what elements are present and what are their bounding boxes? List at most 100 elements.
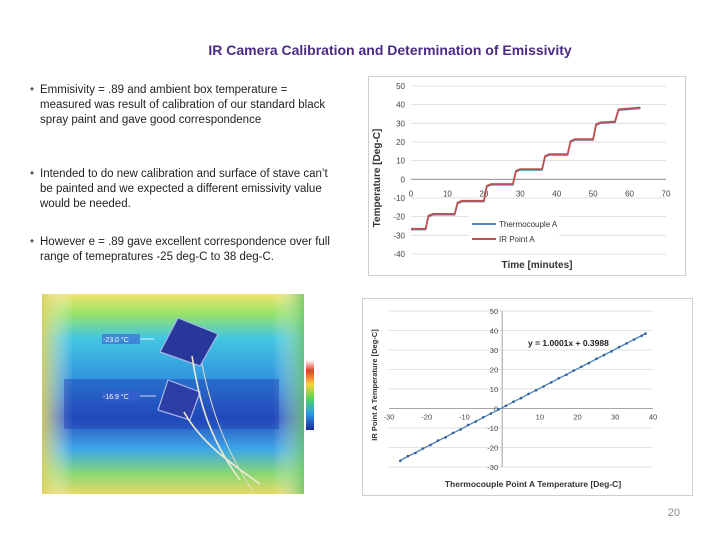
bullet-text: However e = .89 gave excellent correspon… [40,236,330,263]
scatter-point [617,345,621,349]
page-number: 20 [667,507,680,519]
scatter-point [640,334,643,338]
scatter-point [399,459,402,463]
x-tick-label: 0 [409,189,414,198]
thermal-label-top: -23.0 °C [103,336,129,344]
chart-legend: Thermocouple A IR Point A [469,214,559,250]
x-tick-label: 30 [516,189,525,198]
scatter-point [527,392,530,396]
scatter-point [625,342,628,345]
y-tick-label: 30 [396,119,405,128]
x-tick-label: -30 [384,413,395,422]
x-tick-label: -20 [421,413,432,422]
y-tick-label: -20 [393,213,405,222]
scatter-point [497,408,500,411]
stave-sample-top [159,317,219,367]
scatter-point [489,412,493,415]
y-axis-label: Temperature [Deg-C] [372,129,383,228]
scatter-point [549,381,553,384]
x-tick-label: 40 [552,189,561,198]
bullet-marker-icon: • [30,84,35,96]
x-axis-label: Time [minutes] [502,260,573,271]
y-tick-label: -30 [487,463,498,472]
x-axis-label: Thermocouple Point A Temperature [Deg-C] [445,479,621,489]
thermal-color-scale [306,360,314,430]
x-tick-label: 20 [479,189,488,198]
scatter-point [444,436,447,439]
stave-sample-bottom [157,379,201,421]
scatter-point [482,416,485,419]
y-tick-label: 30 [490,346,498,355]
scatter-point [436,439,440,442]
x-tick-label: 60 [625,189,634,198]
bullet-item: • Emmisivity = .89 and ambient box tempe… [30,83,330,128]
bullet-marker-icon: • [30,236,35,248]
scatter-point [542,385,545,388]
thermocouple-wire-1 [191,355,241,481]
scatter-point [587,361,591,365]
scatter-point [466,423,470,427]
y-tick-label: -40 [393,250,405,259]
scatter-point [565,373,568,377]
y-tick-label: 20 [396,138,405,147]
y-tick-label: 0 [494,405,498,414]
x-tick-label: 20 [573,413,581,422]
bullet-text: Intended to do new calibration and surfa… [40,168,328,210]
thermal-label-bottom: -16.9 °C [103,393,129,401]
y-tick-label: 10 [490,385,498,394]
series-line-ir-point [411,106,641,230]
bullet-item: • Intended to do new calibration and sur… [30,167,330,212]
ir-vs-thermocouple-chart-svg: -30 -20 -10 0 10 20 30 40 50 -30 -20 -10 10 20 30 40 y… [370,307,657,489]
scatter-point [504,404,508,408]
scatter-point [451,431,455,435]
y-tick-label: -20 [487,444,498,453]
scatter-point [519,396,523,400]
thermal-camera-image: -23.0 °C -16.9 °C [42,294,314,494]
label-box-bottom [102,391,140,401]
ir-vs-thermocouple-chart: -30 -20 -10 0 10 20 30 40 50 -30 -20 -10 10 20 30 40 y… [362,298,693,496]
y-tick-label: 20 [490,366,498,375]
y-tick-label: -30 [393,231,405,240]
x-tick-label: -10 [459,413,470,422]
trendline-equation: y = 1.0001x + 0.3988 [528,338,609,348]
scatter-point [572,369,576,372]
y-tick-label: 50 [490,307,498,316]
y-tick-label: 0 [401,175,406,184]
legend-label-thermocouple: Thermocouple A [499,220,558,229]
y-axis-label: IR Point A Temperature [Deg-C] [370,329,379,441]
scatter-point [632,338,636,341]
thermal-image-svg: -23.0 °C -16.9 °C [42,294,314,494]
x-tick-label: 50 [589,189,598,198]
bullet-text: Emmisivity = .89 and ambient box tempera… [40,84,326,126]
scatter-point [414,451,417,455]
slide-title: IR Camera Calibration and Determination … [208,42,572,58]
y-tick-label: 40 [396,101,405,110]
x-tick-label: 30 [611,413,619,422]
scatter-point [512,400,515,403]
scatter-point [557,377,560,380]
bullet-item: • However e = .89 gave excellent corresp… [30,235,330,265]
thermocouple-wire-2 [183,411,261,485]
scatter-point [610,350,613,353]
scatter-point [644,332,647,335]
scatter-point [602,353,606,357]
legend-box [469,214,559,250]
temperature-time-chart: -40 -30 -20 -10 0 10 20 30 40 50 0 10 20 30 40 50 60 70 … [368,76,686,276]
x-tick-label: 10 [443,189,452,198]
label-box-top [102,334,140,344]
scatter-point [429,443,432,447]
scatter-point [534,388,538,392]
scatter-point [595,357,598,361]
y-tick-label: 40 [490,327,498,336]
scatter-point [406,454,410,458]
x-tick-label: 40 [649,413,657,422]
scatter-point [474,420,477,423]
x-tick-label: 10 [536,413,544,422]
scatter-point [580,365,583,369]
scatter-point [421,447,425,450]
bullet-marker-icon: • [30,168,35,180]
y-tick-label: 10 [396,157,405,166]
y-tick-label: -10 [487,424,498,433]
y-tick-label: 50 [396,82,405,91]
